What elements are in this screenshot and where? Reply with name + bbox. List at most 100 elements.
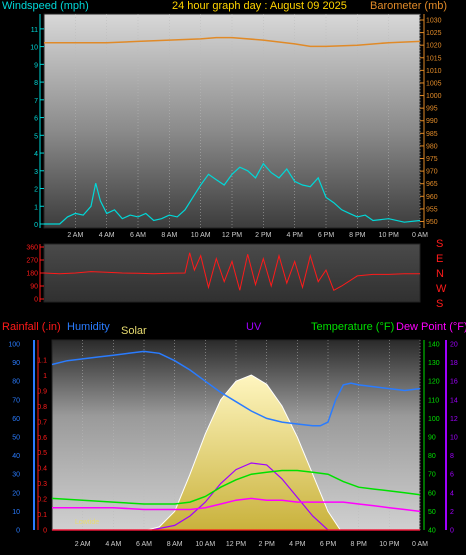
top-plot-area	[43, 13, 421, 229]
top-time-tick-label: 4 PM	[286, 232, 303, 239]
windspeed-series-line	[44, 162, 421, 225]
barometer-tick-label: 1005	[426, 80, 442, 87]
uv-tick-label: 8	[450, 453, 454, 460]
barometer-tick-label: 985	[426, 131, 438, 138]
humidity-tick-label: 60	[12, 416, 20, 423]
rainfall-tick-label: 1	[43, 373, 47, 380]
uv-tick-label: 10	[450, 435, 458, 442]
direction-axis: 360 270 180 90 0	[26, 244, 44, 304]
compass-label: N	[436, 268, 444, 280]
temperature-tick-label: 40	[428, 528, 436, 535]
rainfall-tick-label: 0.5	[37, 450, 47, 457]
humidity-tick-label: 90	[12, 360, 20, 367]
compass-label: S	[436, 238, 443, 250]
compass-label: E	[436, 253, 443, 265]
barometer-tick-label: 975	[426, 156, 438, 163]
temperature-tick-label: 110	[428, 397, 439, 404]
rainfall-tick-label: 1.1	[37, 358, 47, 365]
top-time-tick-label: 4 AM	[99, 232, 115, 239]
humidity-tick-label: 50	[12, 435, 20, 442]
windspeed-tick-label: 6	[34, 116, 38, 123]
compass-label: W	[436, 283, 447, 295]
rainfall-tick-label: 0.3	[37, 481, 47, 488]
barometer-tick-label: 960	[426, 194, 438, 201]
uv-tick-label: 4	[450, 490, 454, 497]
humidity-series-line	[51, 350, 421, 427]
solar-series-area	[52, 374, 420, 531]
barometer-tick-label: 965	[426, 181, 438, 188]
rainfall-tick-label: 0.9	[37, 388, 47, 395]
top-time-axis: 2 AM 4 AM 6 AM 8 AM 10 AM 12 PM 2 PM 4 PM 6 PM 8 …	[67, 232, 428, 239]
graph-title: 24 hour graph day : August 09 2025	[172, 0, 347, 12]
temperature-tick-label: 90	[428, 435, 436, 442]
temperature-tick-label: 60	[428, 490, 436, 497]
top-time-tick-label: 0 AM	[412, 232, 428, 239]
top-time-tick-label: 8 PM	[349, 232, 366, 239]
temperature-tick-label: 80	[428, 453, 436, 460]
barometer-label: Barometer (mb)	[370, 0, 447, 12]
top-time-tick-label: 2 PM	[255, 232, 272, 239]
bottom-axes: 10090807060504030201001.110.90.80.70.60.…	[8, 340, 458, 535]
windspeed-tick-label: 7	[34, 98, 38, 105]
uv-tick-label: 6	[450, 472, 454, 479]
rainfall-tick-label: 0.7	[37, 419, 47, 426]
uv-tick-label: 0	[450, 528, 454, 535]
direction-tick-label: 90	[30, 284, 38, 291]
rainfall-tick-label: 0.2	[37, 497, 47, 504]
uv-series-line	[52, 462, 420, 531]
bottom-time-tick-label: 8 AM	[167, 541, 183, 548]
bottom-time-tick-label: 4 AM	[105, 541, 121, 548]
top-time-tick-label: 6 AM	[130, 232, 146, 239]
barometer-tick-label: 980	[426, 143, 438, 150]
top-time-tick-label: 10 PM	[379, 232, 399, 239]
temperature-tick-label: 70	[428, 472, 436, 479]
humidity-tick-label: 10	[12, 509, 20, 516]
barometer-tick-label: 1015	[426, 55, 442, 62]
rainfall-tick-label: 0.8	[37, 404, 47, 411]
humidity-tick-label: 20	[12, 490, 20, 497]
dewpoint-legend: Dew Point (°F)	[396, 321, 466, 333]
windspeed-tick-label: 4	[34, 151, 38, 158]
barometer-axis: 950 955 960 965 970 975 980 985 990 995 1000 1005 10…	[420, 14, 442, 228]
windspeed-tick-label: 2	[34, 187, 38, 194]
rainfall-legend: Rainfall (.in)	[2, 321, 61, 333]
uv-tick-label: 16	[450, 379, 458, 386]
humidity-tick-label: 100	[8, 342, 20, 349]
barometer-tick-label: 950	[426, 219, 438, 226]
temperature-tick-label: 140	[428, 342, 440, 349]
rainfall-tick-label: 0.1	[37, 512, 47, 519]
windspeed-tick-label: 11	[31, 27, 38, 34]
temperature-tick-label: 120	[428, 379, 440, 386]
temperature-tick-label: 130	[428, 360, 440, 367]
direction-tick-label: 0	[34, 297, 38, 304]
uv-tick-label: 12	[450, 416, 458, 423]
windspeed-axis: 0 1 2 3 4 5 6 7 8 9 10 11	[30, 14, 44, 229]
humidity-tick-label: 40	[12, 453, 20, 460]
bottom-time-tick-label: 10 PM	[379, 541, 399, 548]
rainfall-tick-label: 0.6	[37, 435, 47, 442]
windspeed-tick-label: 9	[34, 62, 38, 69]
uv-tick-label: 14	[450, 397, 458, 404]
barometer-tick-label: 970	[426, 169, 438, 176]
barometer-tick-label: 1030	[426, 18, 442, 25]
bottom-time-tick-label: 6 AM	[136, 541, 152, 548]
compass-label: S	[436, 298, 443, 310]
barometer-tick-label: 1000	[426, 93, 442, 100]
humidity-tick-label: 30	[12, 472, 20, 479]
top-time-tick-label: 2 AM	[67, 232, 83, 239]
bottom-time-tick-label: 4 PM	[289, 541, 306, 548]
tide-label: Lowtide	[75, 519, 99, 526]
top-time-tick-label: 8 AM	[161, 232, 177, 239]
temperature-series-line	[51, 469, 421, 505]
barometer-tick-label: 1010	[426, 68, 442, 75]
bottom-time-tick-label: 6 PM	[320, 541, 337, 548]
bottom-time-tick-label: 8 PM	[350, 541, 367, 548]
temperature-tick-label: 50	[428, 509, 436, 516]
uv-tick-label: 18	[450, 360, 458, 367]
humidity-tick-label: 70	[12, 397, 20, 404]
bottom-time-tick-label: 10 AM	[195, 541, 215, 548]
windspeed-label: Windspeed (mph)	[2, 0, 89, 12]
barometer-tick-label: 995	[426, 106, 438, 113]
